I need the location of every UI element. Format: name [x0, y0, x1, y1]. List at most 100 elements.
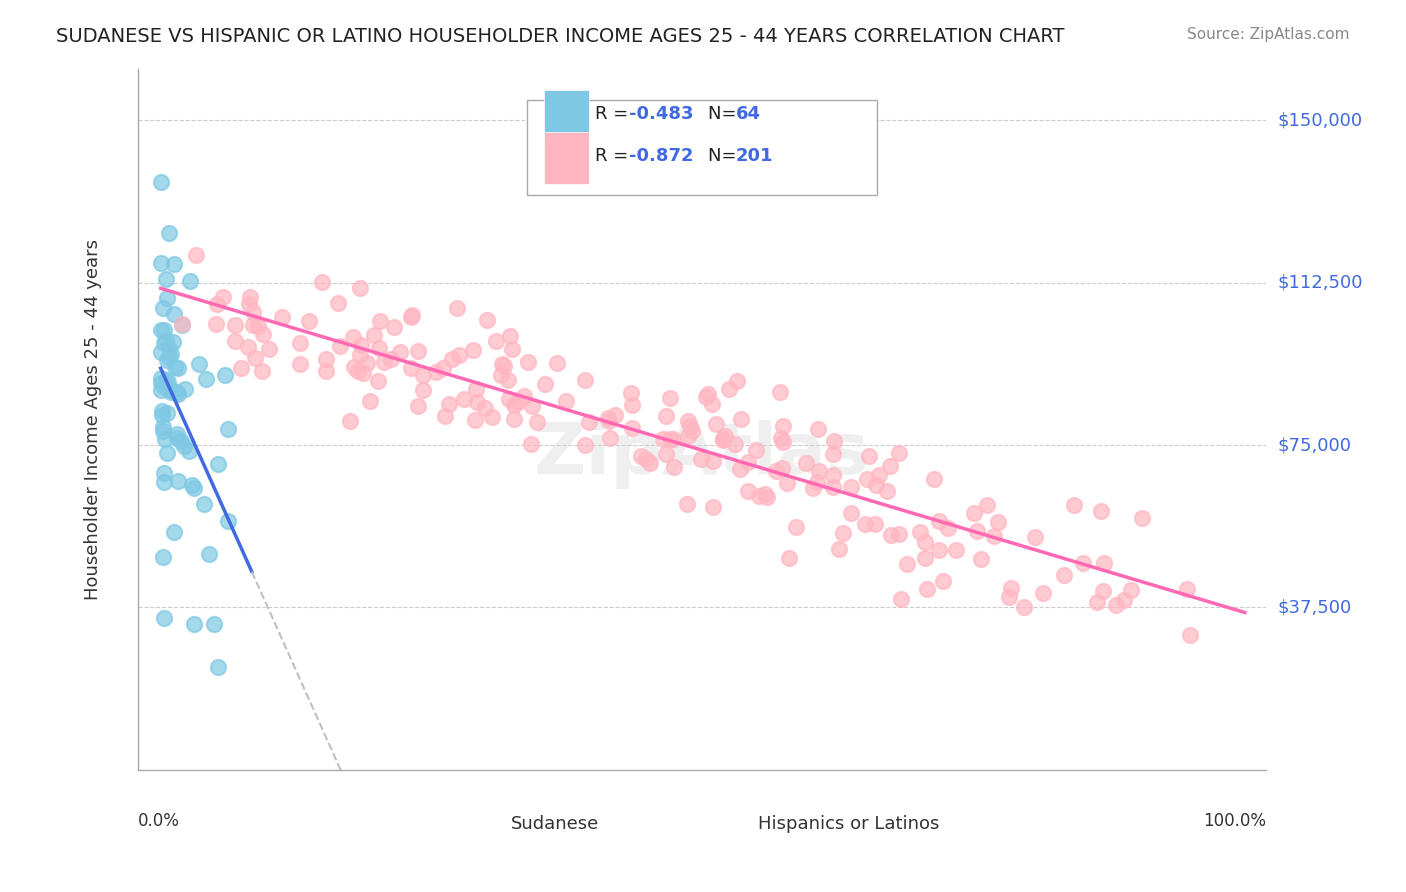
FancyBboxPatch shape: [544, 132, 589, 185]
Point: [690, 451, 713, 466]
Point: [987, 515, 1010, 529]
Point: [356, 356, 378, 370]
Point: [152, 424, 174, 438]
Point: [908, 525, 931, 540]
Point: [630, 449, 652, 463]
Point: [156, 353, 179, 368]
Point: [853, 517, 876, 532]
Point: [153, 323, 176, 337]
Point: [207, 297, 229, 311]
Point: [737, 483, 759, 498]
Point: [326, 295, 349, 310]
Text: ZipAtlas: ZipAtlas: [534, 420, 870, 489]
Point: [769, 431, 792, 445]
Text: -0.872: -0.872: [628, 147, 693, 165]
Point: [889, 445, 911, 459]
Point: [474, 401, 496, 415]
Point: [928, 543, 950, 558]
Point: [239, 290, 262, 304]
Point: [152, 549, 174, 564]
Point: [1063, 498, 1085, 512]
Point: [446, 301, 468, 316]
Point: [785, 520, 807, 534]
Point: [724, 436, 747, 450]
Point: [156, 291, 179, 305]
Point: [879, 459, 901, 474]
Point: [368, 314, 391, 328]
Point: [389, 345, 412, 359]
Point: [574, 373, 596, 387]
Point: [662, 459, 685, 474]
Point: [1105, 598, 1128, 612]
Text: 0.0%: 0.0%: [138, 812, 180, 830]
Point: [349, 281, 371, 295]
Point: [744, 443, 766, 458]
Point: [368, 341, 391, 355]
Point: [1000, 582, 1022, 596]
Point: [772, 418, 794, 433]
Point: [704, 417, 727, 431]
Point: [1032, 585, 1054, 599]
Point: [498, 373, 520, 387]
Point: [163, 307, 186, 321]
Point: [464, 382, 486, 396]
Point: [382, 319, 405, 334]
Point: [155, 333, 177, 347]
Point: [343, 360, 366, 375]
Point: [533, 377, 555, 392]
Point: [778, 551, 800, 566]
Point: [464, 413, 486, 427]
Point: [183, 481, 205, 495]
Point: [229, 361, 252, 376]
Point: [363, 328, 385, 343]
Point: [155, 373, 177, 387]
Point: [654, 409, 676, 423]
Point: [676, 497, 699, 511]
Point: [173, 438, 195, 452]
Point: [367, 374, 389, 388]
Point: [772, 434, 794, 449]
Point: [655, 446, 678, 460]
Point: [865, 478, 887, 492]
Point: [193, 497, 215, 511]
Text: Sudanese: Sudanese: [512, 815, 599, 833]
Text: $37,500: $37,500: [1278, 599, 1353, 616]
Point: [858, 449, 880, 463]
Point: [966, 524, 988, 538]
Point: [807, 421, 830, 435]
Point: [155, 272, 177, 286]
Point: [163, 257, 186, 271]
Point: [931, 574, 953, 588]
Point: [678, 429, 700, 443]
Point: [652, 432, 675, 446]
Point: [349, 348, 371, 362]
Point: [157, 341, 180, 355]
Point: [821, 467, 844, 482]
Text: $112,500: $112,500: [1278, 274, 1364, 292]
Point: [714, 428, 737, 442]
Point: [914, 535, 936, 549]
Text: 100.0%: 100.0%: [1204, 812, 1267, 830]
Point: [863, 517, 886, 532]
Point: [157, 350, 180, 364]
Point: [243, 351, 266, 365]
Point: [485, 334, 508, 348]
Text: Source: ZipAtlas.com: Source: ZipAtlas.com: [1187, 27, 1350, 42]
Point: [152, 336, 174, 351]
Point: [681, 424, 703, 438]
Point: [242, 305, 264, 319]
Point: [298, 314, 321, 328]
Point: [503, 412, 526, 426]
Point: [1071, 556, 1094, 570]
Point: [970, 551, 993, 566]
Point: [725, 374, 748, 388]
Point: [868, 467, 890, 482]
Point: [756, 491, 779, 505]
Point: [195, 371, 218, 385]
Point: [150, 404, 173, 418]
Point: [896, 558, 918, 572]
Point: [149, 344, 172, 359]
Point: [695, 390, 717, 404]
Point: [501, 342, 523, 356]
Point: [156, 445, 179, 459]
